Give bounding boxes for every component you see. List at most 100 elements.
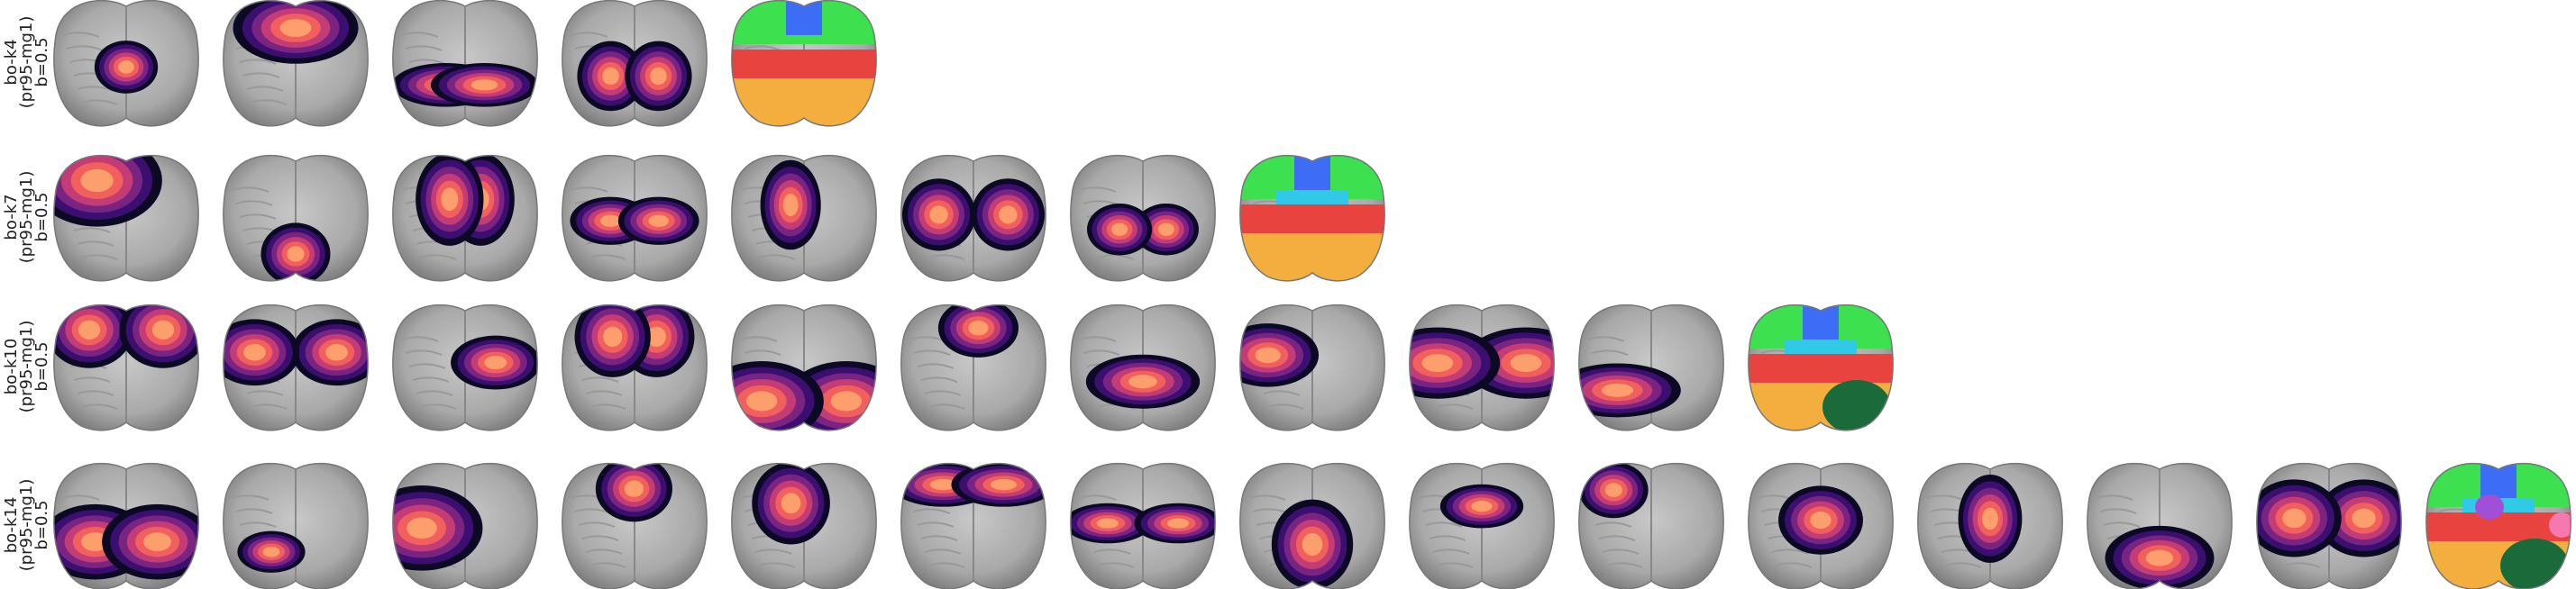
sulcus (1079, 336, 1117, 342)
activation (648, 214, 669, 227)
parcel (1785, 340, 1857, 356)
activation (999, 205, 1018, 224)
activation (991, 478, 1018, 491)
brain-clip (562, 155, 708, 281)
sulcus (927, 254, 965, 260)
brain-panel (53, 0, 199, 127)
activation (2352, 508, 2376, 529)
brain-panel (731, 462, 877, 589)
sulcus (1266, 403, 1304, 410)
sulcus (927, 403, 965, 410)
brain-clip (1239, 304, 1385, 430)
brain-clip (392, 304, 538, 430)
sulcus (419, 403, 457, 410)
parcel (1748, 354, 1894, 383)
brain-outline (900, 304, 1046, 431)
brain-outline (1578, 304, 1724, 431)
row-label-line: bo-k10 (2, 339, 21, 395)
activation (745, 391, 778, 412)
brain-panel (1070, 304, 1216, 431)
activation (2145, 549, 2174, 566)
brain-outline (731, 154, 877, 282)
brain-panel (1409, 304, 1555, 431)
brain-panel (731, 0, 877, 127)
brain-outline (731, 304, 877, 431)
activation (1810, 512, 1832, 530)
activation (1128, 375, 1157, 389)
brain-outline (223, 154, 369, 282)
brain-outline (1409, 304, 1555, 431)
sulcus (578, 521, 616, 528)
sulcus (239, 59, 277, 65)
brain-clip (392, 463, 538, 589)
brain-outline (1239, 462, 1385, 589)
sulcus (1926, 494, 1964, 501)
brain-outline (392, 304, 538, 431)
brain-outline (392, 154, 538, 282)
activation (279, 19, 312, 37)
brain-outline (900, 154, 1046, 282)
sulcus (408, 59, 446, 65)
sulcus (924, 548, 962, 555)
parcel (2475, 494, 2504, 520)
brain-panel (1070, 154, 1216, 282)
brain-outline (2256, 462, 2402, 589)
brain-outline (562, 304, 708, 431)
brain-panel (392, 462, 538, 589)
sulcus (758, 254, 796, 260)
sulcus (1591, 349, 1629, 356)
activation (1421, 354, 1454, 372)
sulcus (744, 45, 781, 51)
sulcus (2099, 508, 2137, 514)
brain-clip (1748, 463, 1894, 589)
brain-panel (1748, 462, 1894, 589)
activation (1510, 354, 1542, 372)
sulcus (242, 72, 280, 78)
sulcus (1587, 336, 1625, 342)
activation (968, 320, 989, 336)
sulcus (1771, 548, 1809, 555)
parcel (731, 78, 877, 126)
sulcus (77, 390, 114, 396)
brain-panel (731, 304, 877, 431)
sulcus (1093, 548, 1131, 555)
brain-outline (223, 304, 369, 431)
sulcus (920, 376, 958, 383)
sulcus (2283, 562, 2321, 568)
brain-clip (1578, 463, 1724, 589)
activation (243, 344, 266, 361)
brain-panel (392, 304, 538, 431)
sulcus (235, 508, 273, 514)
brain-outline (223, 0, 369, 127)
parcel (2549, 512, 2571, 538)
brain-clip (223, 155, 369, 281)
brain-clip (392, 155, 538, 281)
activation (78, 320, 101, 340)
activation (603, 326, 623, 348)
sulcus (744, 349, 781, 356)
parcel (2480, 463, 2517, 498)
activation (830, 391, 863, 412)
activation (1157, 222, 1174, 236)
brain-panel (1578, 462, 1724, 589)
activation (1604, 483, 1622, 497)
brain-clip (53, 0, 199, 126)
activation (929, 478, 956, 491)
sulcus (235, 200, 273, 206)
row-label: bo-k14(pr95-mg1)b=0.5 (2, 479, 51, 572)
row-label-line: bo-k14 (2, 497, 21, 554)
activation (602, 67, 619, 86)
brain-clip (562, 0, 708, 126)
activation (80, 168, 114, 193)
brain-panel (392, 0, 538, 127)
brain-outline (1578, 462, 1724, 589)
sulcus (419, 254, 457, 260)
activation (781, 493, 801, 514)
brain-panel (562, 0, 708, 127)
activation (1255, 347, 1281, 364)
row-label-line: b=0.5 (32, 500, 51, 549)
brain-panel (223, 154, 369, 282)
brain-outline (562, 154, 708, 282)
brain-clip (53, 155, 199, 281)
brain-clip (392, 0, 538, 126)
